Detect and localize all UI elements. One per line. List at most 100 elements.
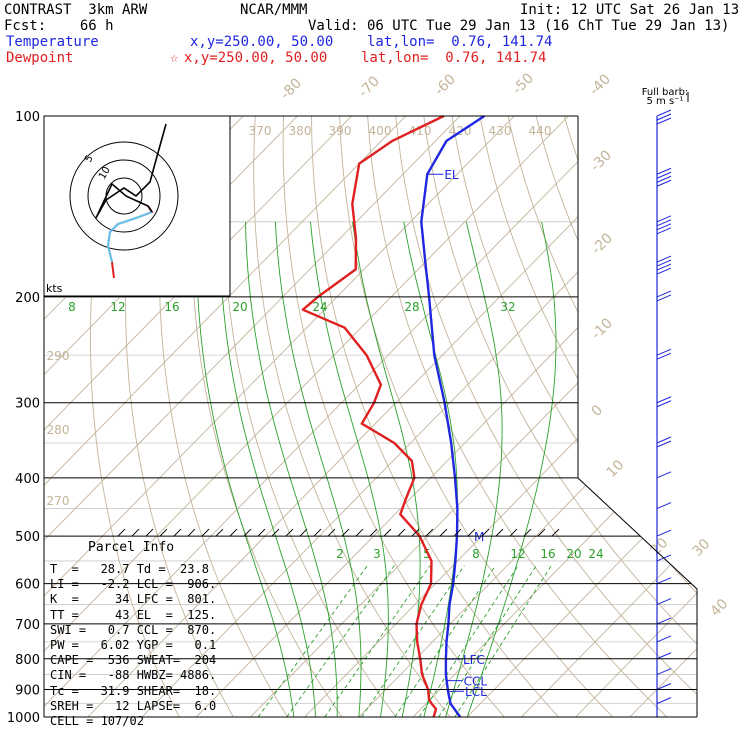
isotherm-label: -70 (356, 73, 383, 100)
freezing-hatch (383, 528, 392, 537)
mixing-ratio-line (361, 565, 465, 717)
freezing-hatch (453, 528, 462, 537)
barb-flag (656, 400, 672, 408)
freezing-hatch (411, 528, 420, 537)
isotherm-label: -40 (587, 71, 614, 98)
wind-barb (656, 215, 672, 236)
barb-flag (656, 227, 672, 235)
freezing-hatch (131, 528, 140, 537)
pressure-label: 800 (15, 653, 40, 668)
wind-barb (656, 635, 672, 656)
parcel-info-row: CIN = -88 HWBZ= 4886. (50, 668, 217, 683)
freezing-hatch (341, 528, 350, 537)
barb-key-title: Full barb: (642, 87, 689, 98)
theta-e-label: 12 (110, 300, 125, 314)
barb-flag (656, 529, 672, 537)
wind-barb (656, 396, 672, 417)
forecast-hour: Fcst: 66 h (4, 18, 114, 34)
mixing-ratio-line (257, 565, 368, 717)
pressure-label: 400 (15, 472, 40, 487)
isotherm-line (44, 116, 650, 717)
barb-flag (656, 502, 672, 510)
parcel-info-row: PW = 6.02 YGP = 0.1 (50, 638, 217, 652)
barb-flag (656, 683, 672, 690)
dry-adiabat-line (665, 116, 697, 717)
barb-flag (656, 348, 672, 356)
freezing-hatch (425, 528, 434, 537)
freezing-hatch (159, 528, 168, 537)
freezing-hatch (243, 528, 252, 537)
freezing-hatch (397, 528, 406, 537)
barb-flag (656, 255, 672, 263)
lcl-label: LCL (465, 685, 487, 699)
barb-flag (656, 697, 672, 705)
theta-label: 430 (489, 124, 512, 138)
freezing-hatch (551, 528, 560, 537)
hodograph-trace-upper (95, 123, 167, 219)
freezing-hatch (145, 528, 154, 537)
temperature-coords: x,y=250.00, 50.00 lat,lon= 0.76, 141.74 (190, 34, 553, 50)
parcel-info-row: SREH = 12 LAPSE= 6.0 (50, 698, 217, 713)
barb-flag (656, 352, 672, 360)
barb-flag (656, 171, 672, 179)
dry-adiabat-line (158, 116, 296, 717)
freezing-hatch (117, 528, 126, 537)
org-label: NCAR/MMM (240, 2, 308, 18)
parcel-info-row: CAPE = 536 SWEAT= 204 (50, 653, 217, 668)
barb-flag (656, 259, 672, 267)
dry-adiabat-line (393, 116, 697, 717)
valid-time: Valid: 06 UTC Tue 29 Jan 13 (16 ChT Tue … (308, 18, 730, 34)
hodograph-ring (87, 159, 161, 233)
barb-flag (656, 577, 672, 585)
dry-adiabat-line (529, 116, 697, 717)
theta-label: 440 (529, 124, 552, 138)
freezing-hatch (523, 528, 532, 537)
parcel-info-title: Parcel Info (88, 540, 175, 555)
freezing-hatch (481, 528, 490, 537)
dry-adiabat-line (611, 116, 697, 717)
barb-flag (656, 598, 672, 606)
dry-adiabat-line (311, 116, 571, 717)
freezing-hatch (271, 528, 280, 537)
moist-adiabat-line (403, 221, 458, 717)
wind-barb (656, 471, 672, 492)
dewpoint-coords: x,y=250.00, 50.00 lat,lon= 0.76, 141.74 (184, 50, 547, 66)
freezing-hatch (257, 528, 266, 537)
moist-adiabat-line (245, 221, 338, 717)
theta-label: 400 (369, 124, 392, 138)
mixing-ratio-label: 24 (588, 547, 603, 561)
barb-flag (656, 471, 672, 479)
pressure-label: 200 (15, 291, 40, 306)
isotherm-label: -50 (510, 70, 537, 97)
hodograph-ring-label: 5 (83, 153, 96, 164)
isotherm-label: -80 (278, 75, 305, 102)
isotherm-line (44, 116, 434, 717)
dry-adiabat-line (338, 116, 626, 717)
wind-barb (656, 668, 672, 689)
dry-adiabat-line (222, 116, 406, 717)
freezing-hatch (369, 528, 378, 537)
barb-flag (656, 109, 672, 117)
freezing-hatch (201, 528, 210, 537)
freezing-hatch (439, 528, 448, 537)
isotherm-label: 10 (604, 457, 628, 481)
barb-flag (656, 652, 672, 660)
isotherm-line (454, 116, 697, 717)
barb-flag (656, 294, 672, 302)
dry-adiabat-line (474, 116, 697, 717)
theta-label: 280 (47, 423, 70, 437)
hodograph-trace-mid (106, 211, 153, 263)
mixing-ratio-line (286, 565, 395, 717)
theta-e-label: 8 (68, 300, 76, 314)
dry-adiabat-line (447, 116, 697, 717)
barb-key-unit: 5 m s⁻¹ (647, 96, 684, 107)
temperature-legend: Temperature (6, 34, 99, 50)
freezing-hatch (187, 528, 196, 537)
isotherm-line (44, 116, 542, 717)
pressure-label: 1000 (7, 711, 40, 726)
moist-adiabat-line (466, 221, 557, 717)
theta-label: 370 (249, 124, 272, 138)
barb-flag (656, 436, 672, 444)
isotherm-label: 0 (589, 402, 607, 420)
